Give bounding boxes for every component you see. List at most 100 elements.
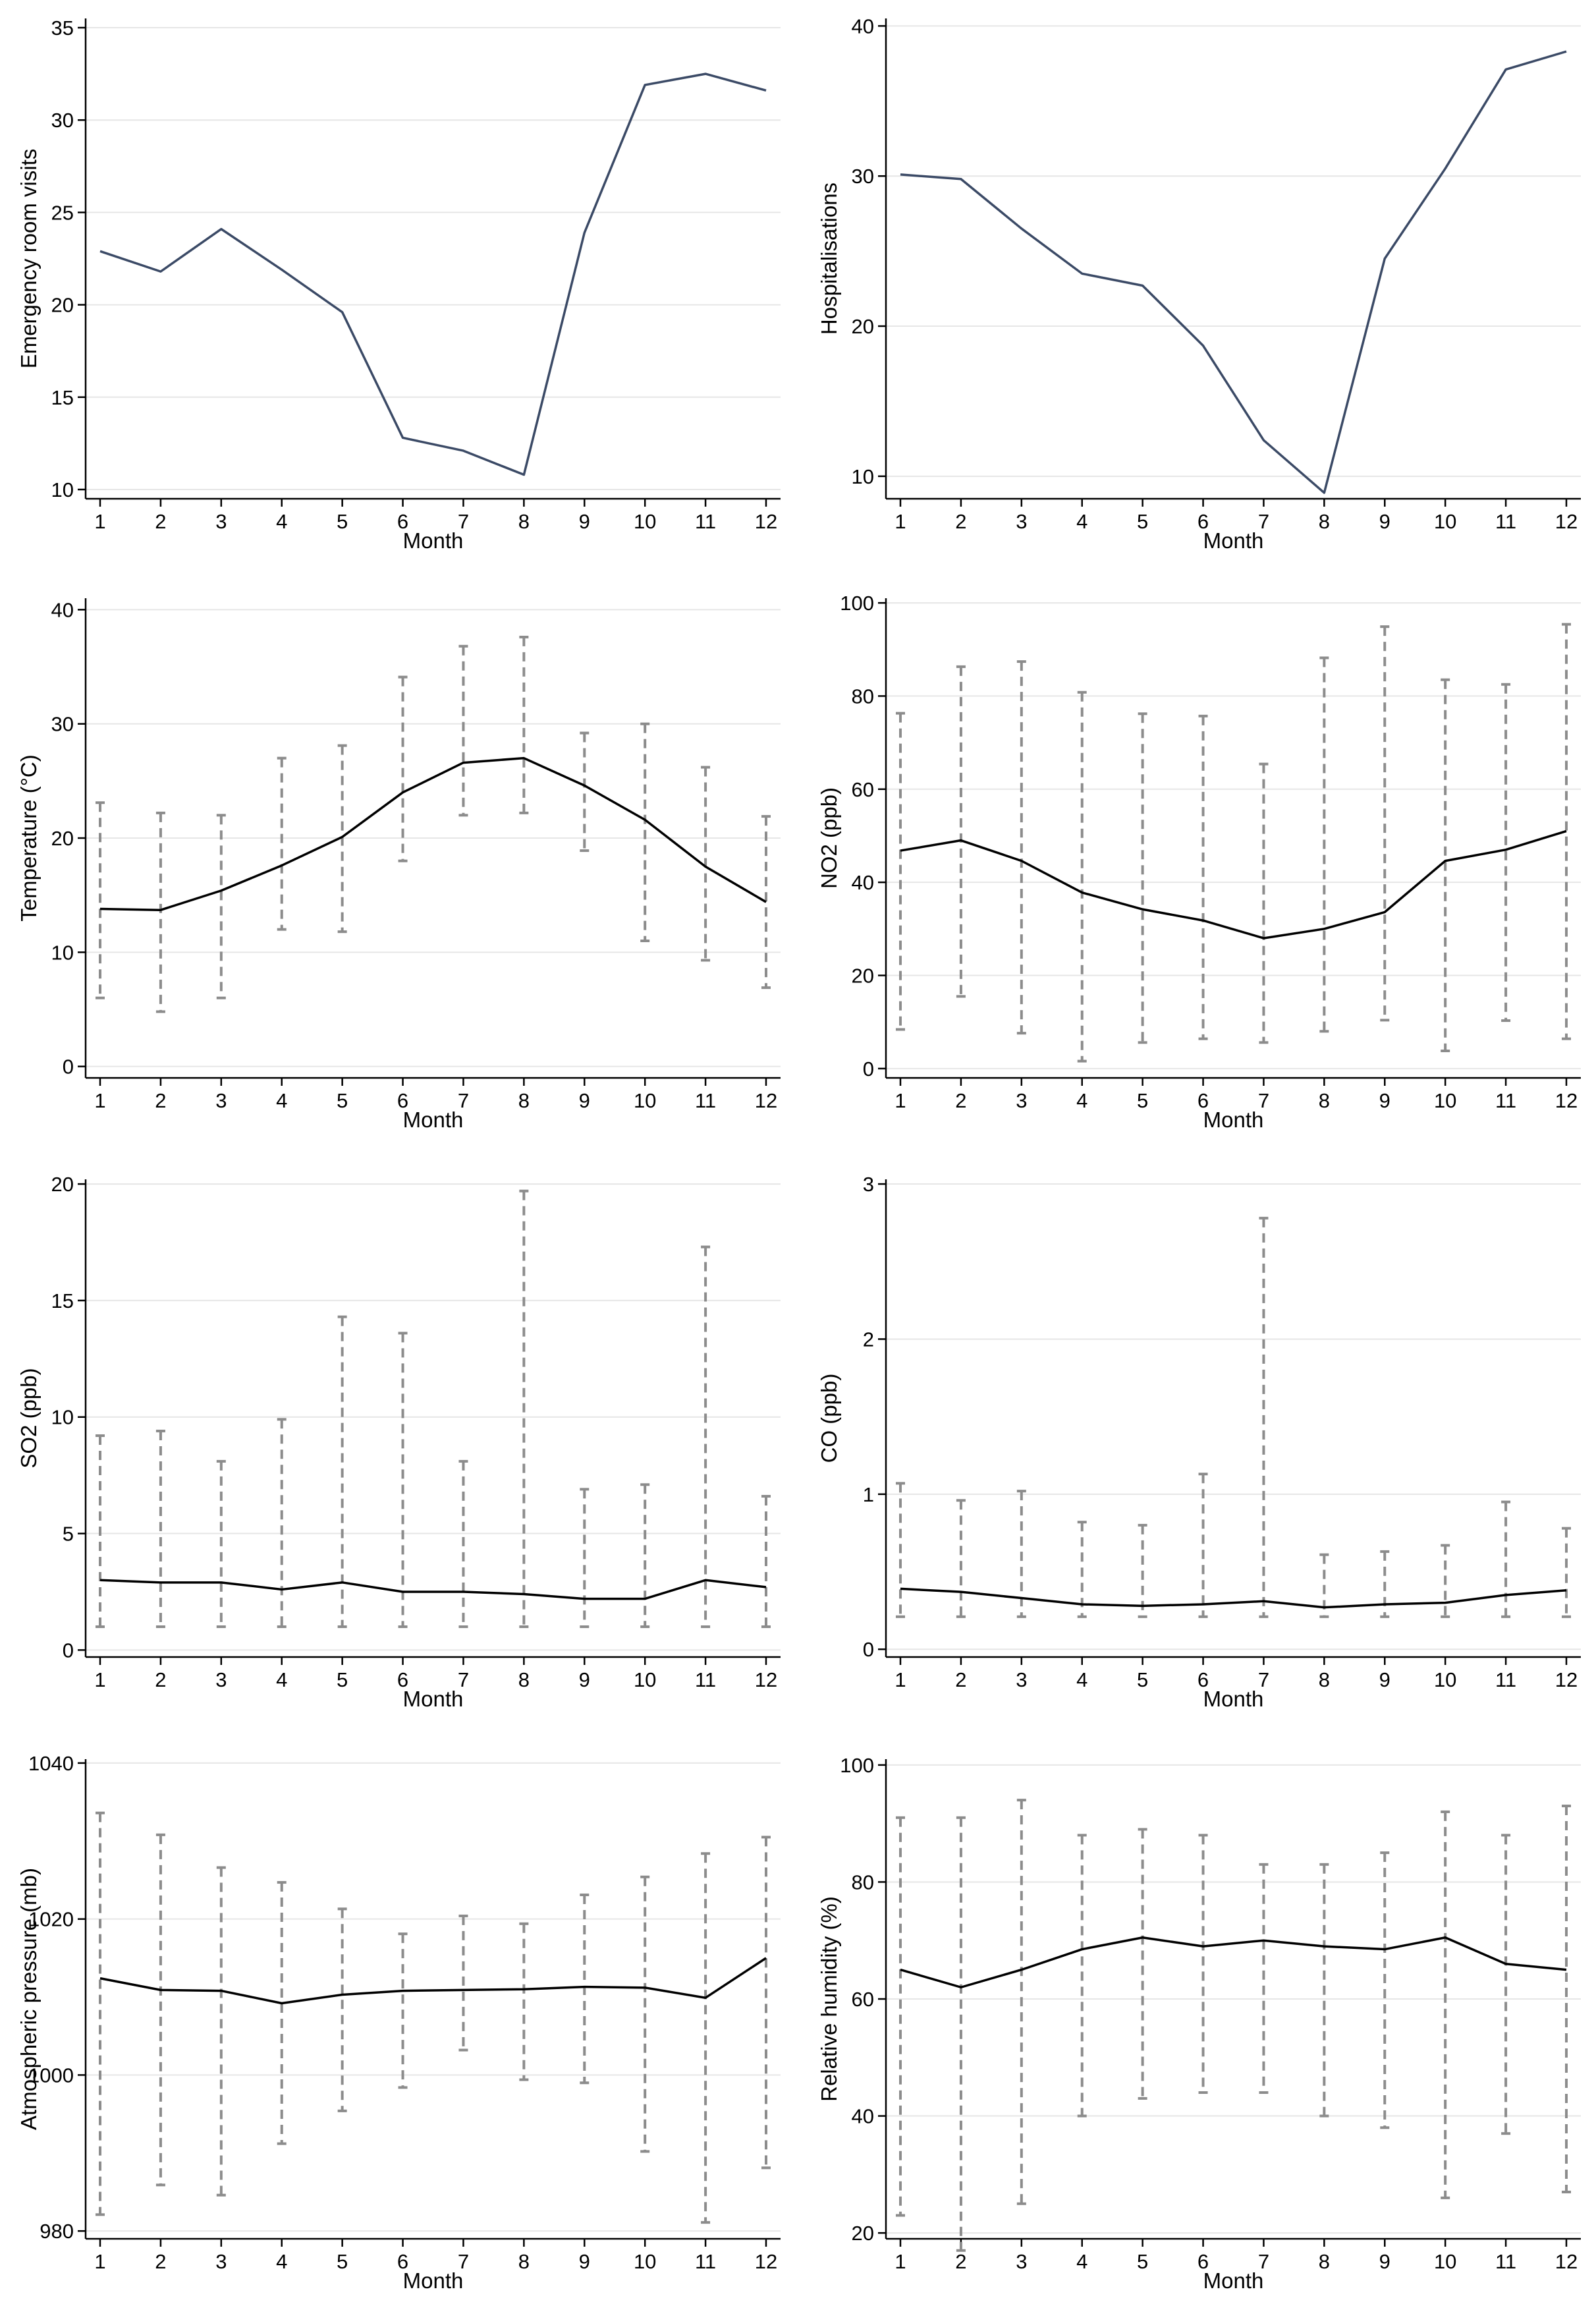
y-tick-label: 30	[51, 713, 74, 736]
x-tick-label: 4	[276, 2250, 287, 2273]
y-tick-label: 40	[852, 14, 874, 38]
x-tick-label: 7	[458, 1668, 469, 1691]
y-tick-label: 30	[51, 109, 74, 132]
x-tick-label: 7	[458, 1089, 469, 1112]
x-tick-label: 10	[634, 1089, 656, 1112]
x-tick-label: 9	[579, 510, 590, 533]
y-tick-label: 35	[51, 16, 74, 40]
x-tick-label: 3	[215, 1668, 227, 1691]
y-tick-label: 40	[51, 598, 74, 621]
y-tick-label: 0	[863, 1057, 874, 1081]
x-tick-label: 8	[518, 1668, 530, 1691]
x-tick-label: 11	[1495, 1089, 1516, 1112]
y-axis-title: Temperature (°C)	[16, 754, 41, 921]
x-tick-label: 2	[155, 2250, 166, 2273]
x-tick-label: 5	[337, 1668, 348, 1691]
x-tick-label: 4	[1076, 1089, 1087, 1112]
y-tick-label: 10	[51, 1406, 74, 1429]
x-tick-label: 4	[276, 510, 287, 533]
x-axis-title: Month	[403, 2268, 464, 2293]
y-tick-label: 1000	[28, 2064, 74, 2087]
x-tick-label: 2	[155, 1668, 166, 1691]
x-tick-label: 1	[94, 510, 105, 533]
x-axis-title: Month	[1203, 2268, 1264, 2293]
y-tick-label: 60	[852, 778, 874, 801]
x-tick-label: 11	[1495, 2250, 1516, 2273]
x-tick-label: 6	[397, 1668, 408, 1691]
x-tick-label: 9	[1379, 1089, 1390, 1112]
x-tick-label: 6	[1197, 510, 1209, 533]
x-tick-label: 9	[579, 1089, 590, 1112]
series-line	[900, 830, 1567, 940]
y-tick-label: 0	[63, 1639, 74, 1662]
x-tick-label: 8	[1319, 2250, 1330, 2273]
x-tick-label: 2	[955, 2250, 966, 2273]
x-tick-label: 5	[1137, 1089, 1148, 1112]
x-tick-label: 12	[755, 2250, 777, 2273]
y-tick-label: 20	[852, 315, 874, 338]
x-tick-label: 8	[518, 1089, 530, 1112]
x-tick-label: 12	[755, 1668, 777, 1691]
y-tick-label: 100	[840, 592, 874, 615]
x-tick-label: 5	[337, 1089, 348, 1112]
x-axis-title: Month	[403, 1687, 464, 1711]
y-tick-label: 20	[51, 827, 74, 850]
x-tick-label: 8	[1319, 510, 1330, 533]
x-tick-label: 3	[215, 510, 227, 533]
x-tick-label: 10	[1434, 2250, 1456, 2273]
x-tick-label: 11	[695, 1668, 716, 1691]
x-tick-label: 12	[1555, 1089, 1578, 1112]
x-tick-label: 6	[1197, 1668, 1209, 1691]
y-axis-title: Emergency room visits	[16, 149, 41, 369]
x-tick-label: 7	[458, 510, 469, 533]
x-tick-label: 11	[695, 510, 716, 533]
x-tick-label: 11	[1495, 510, 1516, 533]
x-tick-label: 11	[695, 2250, 716, 2273]
x-tick-label: 3	[1016, 1668, 1027, 1691]
x-tick-label: 8	[518, 2250, 530, 2273]
x-tick-label: 4	[1076, 510, 1087, 533]
x-tick-label: 3	[1016, 1089, 1027, 1112]
x-tick-label: 3	[1016, 510, 1027, 533]
x-tick-label: 4	[276, 1089, 287, 1112]
series-line	[99, 1957, 767, 2005]
x-tick-label: 3	[1016, 2250, 1027, 2273]
x-tick-label: 2	[155, 1089, 166, 1112]
x-tick-label: 3	[215, 2250, 227, 2273]
x-axis-title: Month	[403, 1108, 464, 1132]
x-tick-label: 1	[94, 1089, 105, 1112]
x-tick-label: 1	[94, 1668, 105, 1691]
x-tick-label: 4	[1076, 2250, 1087, 2273]
x-tick-label: 12	[755, 1089, 777, 1112]
x-tick-label: 8	[1319, 1089, 1330, 1112]
x-tick-label: 8	[518, 510, 530, 533]
y-tick-label: 80	[852, 1870, 874, 1894]
x-tick-label: 12	[755, 510, 777, 533]
y-axis-title: Relative humidity (%)	[817, 1896, 841, 2102]
y-tick-label: 15	[51, 1289, 74, 1312]
x-tick-label: 5	[337, 2250, 348, 2273]
x-tick-label: 4	[1076, 1668, 1087, 1691]
x-tick-label: 2	[955, 510, 966, 533]
x-tick-label: 12	[1555, 2250, 1578, 2273]
x-tick-label: 6	[397, 2250, 408, 2273]
x-axis-title: Month	[1203, 1108, 1264, 1132]
y-axis-title: NO2 (ppb)	[817, 787, 841, 889]
x-tick-label: 9	[579, 1668, 590, 1691]
series-line	[900, 50, 1567, 494]
x-tick-label: 5	[1137, 1668, 1148, 1691]
series-line	[99, 756, 767, 911]
y-tick-label: 3	[863, 1173, 874, 1196]
x-tick-label: 5	[1137, 510, 1148, 533]
y-tick-label: 80	[852, 685, 874, 708]
x-tick-label: 6	[397, 1089, 408, 1112]
x-tick-label: 10	[1434, 510, 1456, 533]
x-tick-label: 7	[1258, 510, 1269, 533]
y-axis-title: SO2 (ppb)	[16, 1368, 41, 1468]
x-tick-label: 1	[894, 2250, 906, 2273]
series-line	[99, 1579, 767, 1600]
x-tick-label: 10	[634, 2250, 656, 2273]
y-tick-label: 20	[51, 294, 74, 317]
